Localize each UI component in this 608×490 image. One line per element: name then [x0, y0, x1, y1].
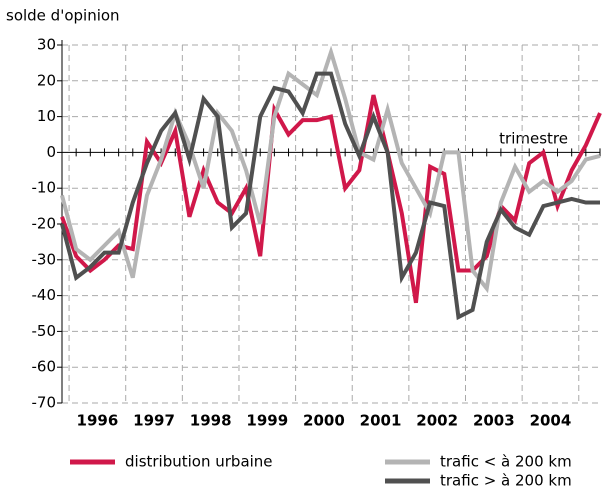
- y-axis-label: solde d'opinion: [6, 7, 120, 25]
- x-tick-label: 2000: [303, 412, 345, 430]
- series-line: [60, 94, 602, 304]
- x-tick-label: 2004: [530, 412, 572, 430]
- y-tick-label: -10: [32, 179, 57, 197]
- series-line: [60, 71, 600, 321]
- y-tick-label: -60: [32, 358, 57, 376]
- y-tick-label: -30: [32, 250, 57, 268]
- legend-label: distribution urbaine: [125, 453, 273, 471]
- legend-label: trafic > à 200 km: [440, 472, 572, 490]
- x-tick-label: 2002: [416, 412, 458, 430]
- x-tick-label: 2001: [360, 412, 402, 430]
- y-tick-label: 30: [37, 36, 56, 54]
- legend-label: trafic < à 200 km: [440, 453, 572, 471]
- y-tick-label: 10: [37, 107, 56, 125]
- y-tick-label: -20: [32, 215, 57, 233]
- y-tick-label: -50: [32, 322, 57, 340]
- y-tick-label: 20: [37, 71, 56, 89]
- x-tick-label: 1996: [77, 412, 119, 430]
- x-tick-label: 1997: [133, 412, 175, 430]
- y-tick-label: -40: [32, 286, 57, 304]
- x-axis-label: trimestre: [499, 130, 568, 148]
- x-tick-label: 2003: [473, 412, 515, 430]
- y-tick-label: 0: [46, 143, 56, 161]
- y-tick-label: -70: [32, 394, 57, 412]
- x-tick-label: 1999: [246, 412, 288, 430]
- x-tick-label: 1998: [190, 412, 232, 430]
- series-line: [60, 45, 601, 294]
